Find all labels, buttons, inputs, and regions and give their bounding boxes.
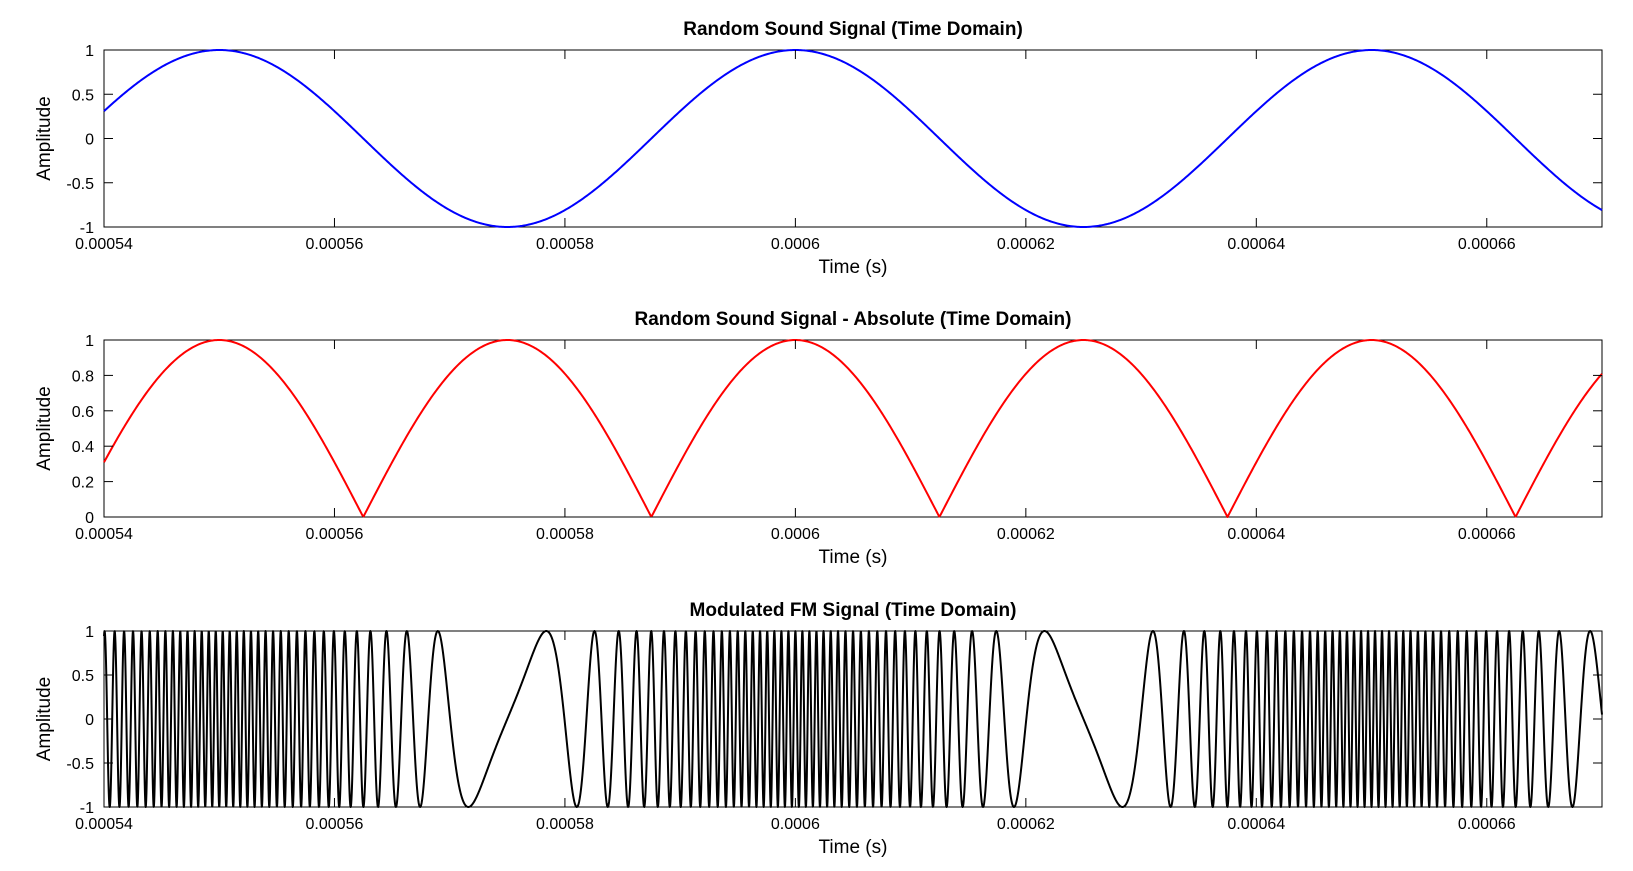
y-tick-label: 0 [85,510,94,527]
subplot-3: 0.00054 0.00056 0.00058 0.0006 0.00062 0.0006… [34,600,1603,858]
x-tick-label: 0.00064 [1227,816,1285,833]
x-tick-label: 0.00056 [306,526,364,543]
x-tick-label: 0.00062 [997,236,1055,253]
axes-box [103,49,1603,228]
y-tick-label: 0 [85,132,94,149]
x-tick-label: 0.00066 [1458,236,1516,253]
y-tick-label: 0.5 [72,668,94,685]
x-tick-label: 0.00066 [1458,816,1516,833]
y-tick-label: 0.4 [72,439,94,456]
chart-title: Modulated FM Signal (Time Domain) [690,600,1017,621]
x-tick-label: 0.00056 [306,236,364,253]
x-tick-label: 0.00062 [997,526,1055,543]
y-tick-label: -1 [80,220,94,237]
x-tick-label: 0.00064 [1227,236,1285,253]
x-tick-label: 0.0006 [771,526,820,543]
y-tick-label: 0.2 [72,475,94,492]
x-tick-label: 0.00056 [306,816,364,833]
chart-title: Random Sound Signal (Time Domain) [683,19,1023,40]
axes-box [103,339,1603,518]
y-tick-label: -1 [80,800,94,817]
y-tick-label: -0.5 [66,176,94,193]
x-axis-label: Time (s) [819,257,888,278]
x-tick-label: 0.00066 [1458,526,1516,543]
y-tick-label: -0.5 [66,756,94,773]
x-tick-label: 0.00054 [75,236,133,253]
subplot-1: 0.00054 0.00056 0.00058 0.0006 0.00062 0.0006… [34,19,1603,278]
x-axis-label: Time (s) [819,837,888,858]
series-line [103,49,1603,228]
x-tick-label: 0.00058 [536,816,594,833]
x-tick-label: 0.00058 [536,236,594,253]
x-tick-label: 0.00054 [75,526,133,543]
x-tick-label: 0.0006 [771,816,820,833]
x-tick-label: 0.00058 [536,526,594,543]
y-tick-label: 0 [85,712,94,729]
y-axis-label: Amplitude [34,386,55,471]
series-line [103,339,1603,518]
y-axis-label: Amplitude [34,677,55,762]
y-tick-label: 0.6 [72,404,94,421]
x-tick-label: 0.0006 [771,236,820,253]
y-tick-label: 0.8 [72,368,94,385]
x-tick-label: 0.00064 [1227,526,1285,543]
y-tick-label: 1 [85,43,94,60]
subplot-2: 0.00054 0.00056 0.00058 0.0006 0.00062 0.0006… [34,309,1603,568]
y-tick-label: 1 [85,333,94,350]
x-tick-label: 0.00062 [997,816,1055,833]
y-axis-label: Amplitude [34,96,55,181]
chart-title: Random Sound Signal - Absolute (Time Dom… [634,309,1071,330]
x-axis-label: Time (s) [819,547,888,568]
series-line [103,630,1603,808]
x-tick-label: 0.00054 [75,816,133,833]
y-tick-label: 0.5 [72,87,94,104]
y-tick-label: 1 [85,624,94,641]
